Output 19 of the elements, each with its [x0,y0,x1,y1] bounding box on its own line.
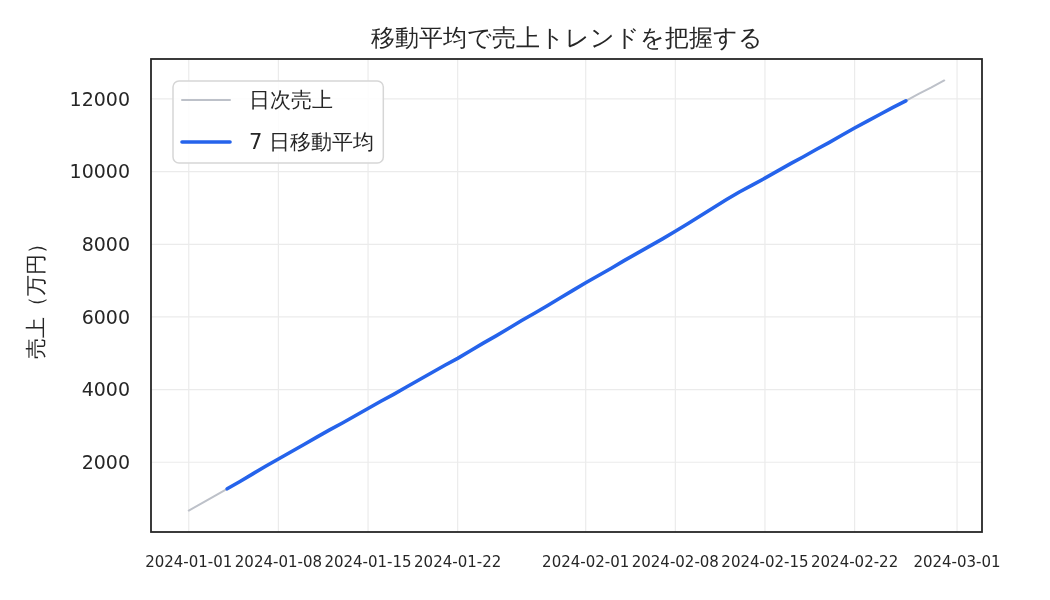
y-tick-label: 2000 [81,450,130,473]
legend-label: 7 日移動平均 [249,130,375,155]
y-tick-label: 6000 [81,305,130,328]
y-tick-label: 10000 [69,160,130,183]
x-tick-label: 2024-02-22 [811,553,899,572]
x-tick-label: 2024-02-08 [631,553,719,572]
x-tick-label: 2024-01-15 [324,553,412,572]
y-tick-label: 12000 [69,87,130,110]
x-tick-label: 2024-01-01 [145,553,233,572]
x-tick-label: 2024-03-01 [913,553,1001,572]
x-tick-label: 2024-02-01 [542,553,630,572]
y-axis-title: 売上（万円） [24,232,49,359]
y-tick-label: 4000 [81,378,130,401]
x-tick-label: 2024-02-15 [721,553,809,572]
legend-label: 日次売上 [249,88,333,113]
x-tick-label: 2024-01-08 [234,553,322,572]
y-tick-label: 8000 [81,232,130,255]
x-tick-label: 2024-01-22 [414,553,502,572]
chart-title: 移動平均で売上トレンドを把握する [370,24,763,53]
